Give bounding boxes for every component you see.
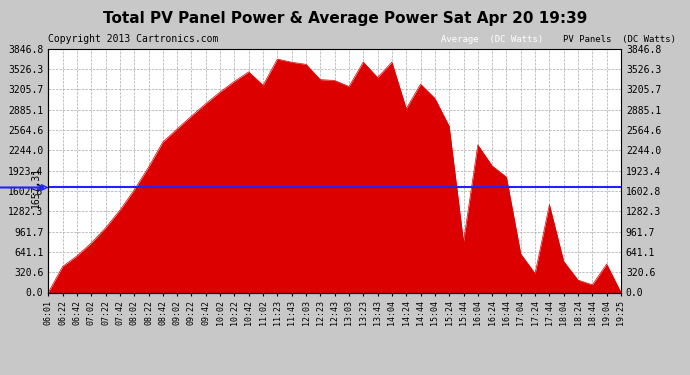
Text: PV Panels  (DC Watts): PV Panels (DC Watts) <box>563 35 676 44</box>
Text: 1657.31: 1657.31 <box>31 167 41 208</box>
Text: Total PV Panel Power & Average Power Sat Apr 20 19:39: Total PV Panel Power & Average Power Sat… <box>103 11 587 26</box>
Text: Average  (DC Watts): Average (DC Watts) <box>440 35 543 44</box>
Text: Copyright 2013 Cartronics.com: Copyright 2013 Cartronics.com <box>48 34 219 44</box>
